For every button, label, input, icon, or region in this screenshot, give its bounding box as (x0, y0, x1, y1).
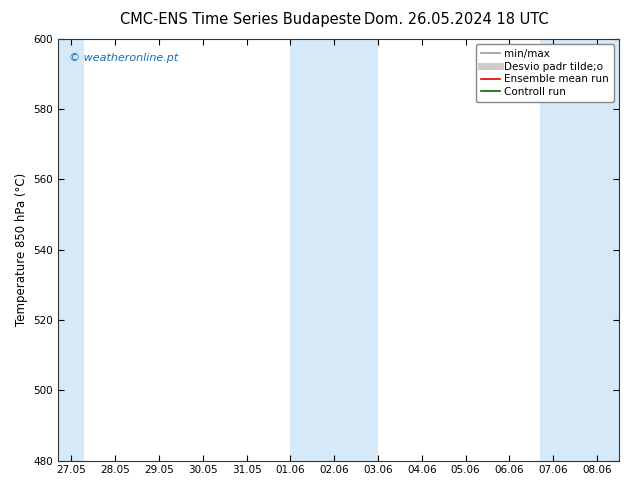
Text: Dom. 26.05.2024 18 UTC: Dom. 26.05.2024 18 UTC (364, 12, 549, 27)
Text: © weatheronline.pt: © weatheronline.pt (69, 53, 179, 63)
Legend: min/max, Desvio padr tilde;o, Ensemble mean run, Controll run: min/max, Desvio padr tilde;o, Ensemble m… (476, 44, 614, 102)
Bar (58, 39, 84, 461)
Bar (334, 39, 378, 461)
Text: CMC-ENS Time Series Budapeste: CMC-ENS Time Series Budapeste (120, 12, 361, 27)
Y-axis label: Temperature 850 hPa (°C): Temperature 850 hPa (°C) (15, 173, 28, 326)
Bar (540, 39, 619, 461)
Bar (290, 39, 334, 461)
